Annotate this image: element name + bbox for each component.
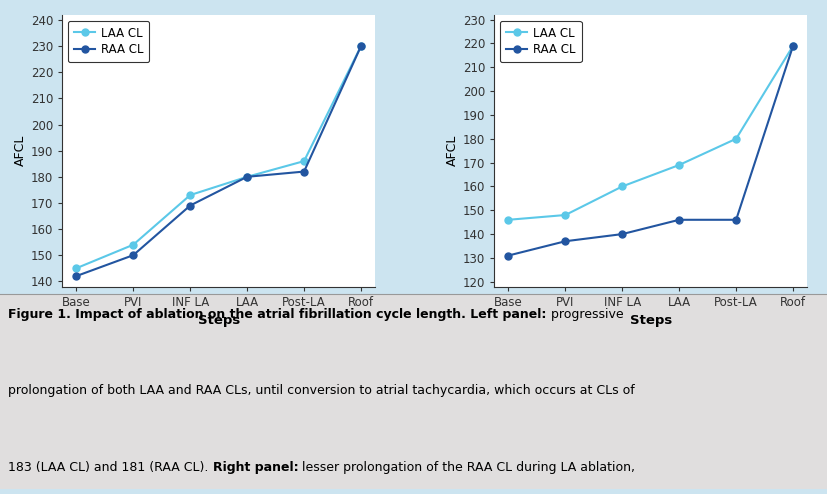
Text: prolongation of both LAA and RAA CLs, until conversion to atrial tachycardia, wh: prolongation of both LAA and RAA CLs, un… [8, 384, 634, 397]
Y-axis label: AFCL: AFCL [13, 135, 26, 166]
X-axis label: Steps: Steps [198, 314, 240, 327]
Text: progressive: progressive [546, 308, 623, 321]
Text: 183 (LAA CL) and 181 (RAA CL).: 183 (LAA CL) and 181 (RAA CL). [8, 461, 213, 474]
Legend: LAA CL, RAA CL: LAA CL, RAA CL [68, 21, 150, 62]
Legend: LAA CL, RAA CL: LAA CL, RAA CL [500, 21, 581, 62]
Y-axis label: AFCL: AFCL [445, 135, 458, 166]
Text: Right panel:: Right panel: [213, 461, 298, 474]
Text: Figure 1. Impact of ablation on the atrial fibrillation cycle length. Left panel: Figure 1. Impact of ablation on the atri… [8, 308, 546, 321]
X-axis label: Steps: Steps [629, 314, 671, 327]
Text: lesser prolongation of the RAA CL during LA ablation,: lesser prolongation of the RAA CL during… [298, 461, 634, 474]
